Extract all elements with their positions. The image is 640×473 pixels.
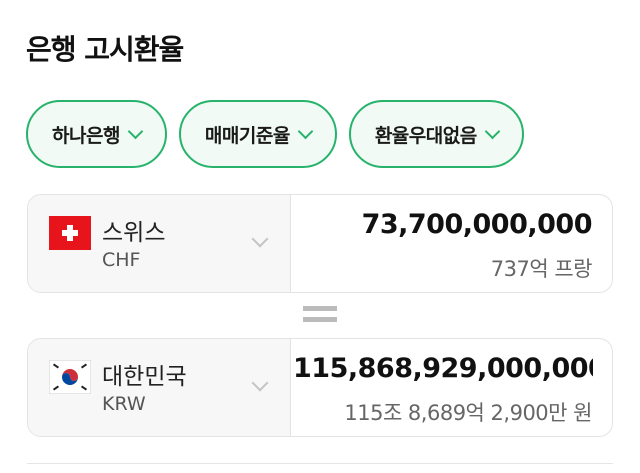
bank-select-button[interactable]: 하나은행 [26, 100, 167, 168]
chevron-down-icon [127, 123, 144, 139]
from-country-name: 스위스 [102, 220, 166, 246]
from-amount: 73,700,000,000 [361, 209, 593, 240]
filter-bar: 하나은행 매매기준율 환율우대없음 [26, 100, 524, 168]
to-currency-card: 대한민국 KRW 115,868,929,000,000.00 115조 8,6… [27, 338, 613, 437]
to-currency-select[interactable]: 대한민국 KRW [28, 339, 291, 436]
to-currency-code: KRW [102, 393, 146, 415]
swiss-flag-icon [49, 216, 91, 250]
korea-flag-icon [49, 360, 91, 394]
from-currency-code: CHF [102, 249, 141, 271]
rate-type-label: 매매기준율 [204, 124, 290, 147]
chevron-down-icon [251, 374, 269, 392]
discount-select-button[interactable]: 환율우대없음 [348, 100, 524, 168]
chevron-down-icon [297, 123, 314, 139]
page-title: 은행 고시환율 [26, 33, 184, 66]
from-amount-field[interactable]: 73,700,000,000 737억 프랑 [291, 195, 612, 292]
from-amount-words: 737억 프랑 [490, 257, 593, 281]
divider [27, 463, 613, 464]
to-country-name: 대한민국 [102, 364, 187, 390]
from-currency-card: 스위스 CHF 73,700,000,000 737억 프랑 [27, 194, 613, 293]
to-amount: 115,868,929,000,000.00 [293, 353, 593, 384]
chevron-down-icon [484, 123, 500, 139]
bank-label: 하나은행 [52, 124, 120, 147]
to-amount-field[interactable]: 115,868,929,000,000.00 115조 8,689억 2,900… [291, 339, 612, 436]
chevron-down-icon [251, 230, 269, 248]
equals-icon [303, 306, 337, 324]
discount-label: 환율우대없음 [374, 124, 477, 147]
from-currency-select[interactable]: 스위스 CHF [28, 195, 291, 292]
to-amount-words: 115조 8,689억 2,900만 원 [344, 401, 592, 425]
rate-type-select-button[interactable]: 매매기준율 [178, 100, 337, 168]
